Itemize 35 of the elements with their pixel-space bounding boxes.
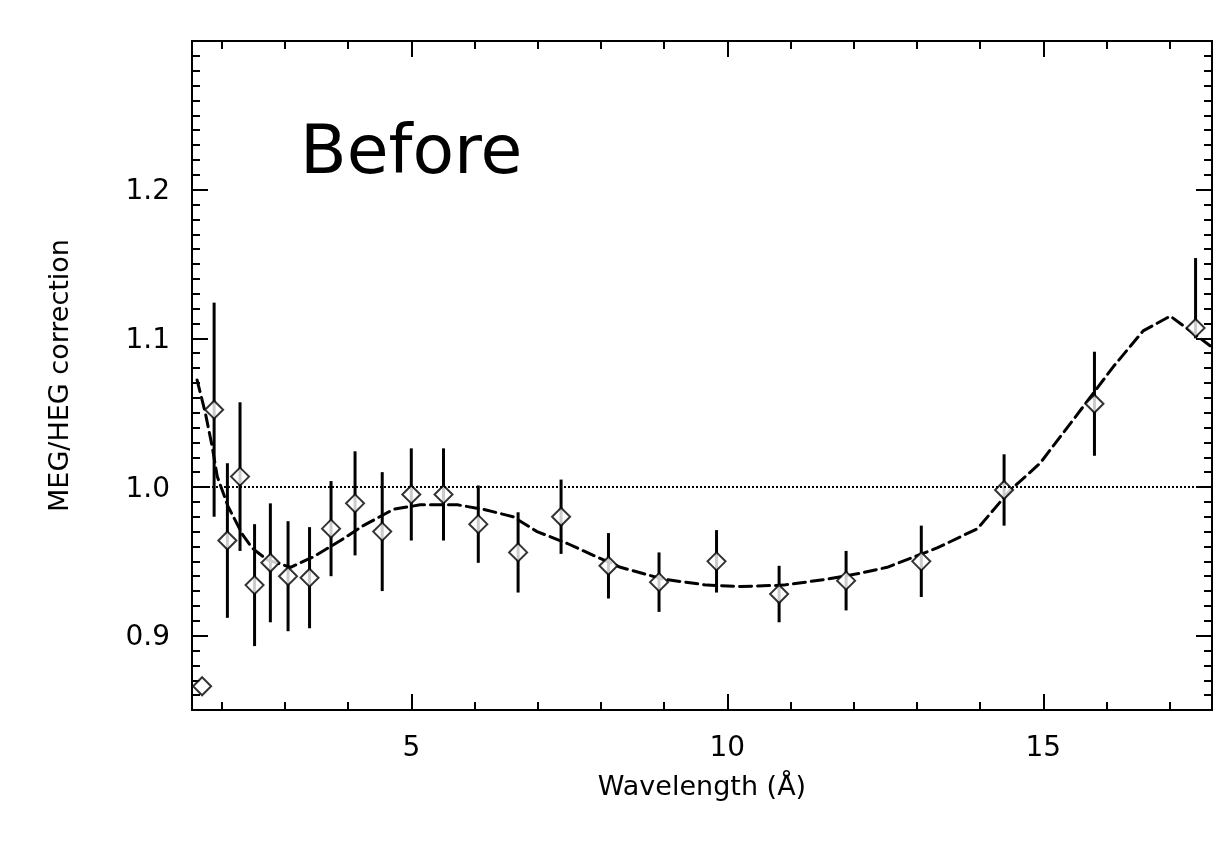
- point: [598, 555, 619, 576]
- point: [769, 584, 790, 605]
- point: [372, 521, 393, 542]
- point: [836, 570, 857, 591]
- y-tick-label: 1.2: [125, 173, 170, 207]
- point: [1185, 317, 1206, 338]
- point: [204, 399, 225, 420]
- x-tick-label: 5: [402, 729, 421, 763]
- point: [299, 567, 320, 588]
- point: [1084, 393, 1105, 414]
- annotation: Before: [300, 109, 523, 189]
- point: [508, 542, 529, 563]
- y-axis-title: MEG/HEG correction: [43, 239, 74, 512]
- point: [401, 484, 422, 505]
- point: [433, 484, 454, 505]
- point: [706, 551, 727, 572]
- point: [192, 676, 213, 697]
- y-tick-label: 1.0: [125, 470, 170, 504]
- point: [278, 566, 299, 587]
- point: [345, 493, 366, 514]
- x-axis-title: Wavelength (Å): [597, 770, 807, 801]
- point: [321, 518, 342, 539]
- point: [468, 514, 489, 535]
- point: [217, 530, 238, 551]
- point: [244, 575, 265, 596]
- point: [994, 479, 1015, 500]
- y-tick-label: 1.1: [125, 321, 170, 355]
- x-tick-label: 15: [1025, 729, 1062, 763]
- point: [230, 466, 251, 487]
- y-tick-label: 0.9: [125, 619, 170, 653]
- x-tick-label: 10: [709, 729, 746, 763]
- point: [649, 572, 670, 593]
- point: [911, 551, 932, 572]
- point: [551, 506, 572, 527]
- point: [260, 552, 281, 573]
